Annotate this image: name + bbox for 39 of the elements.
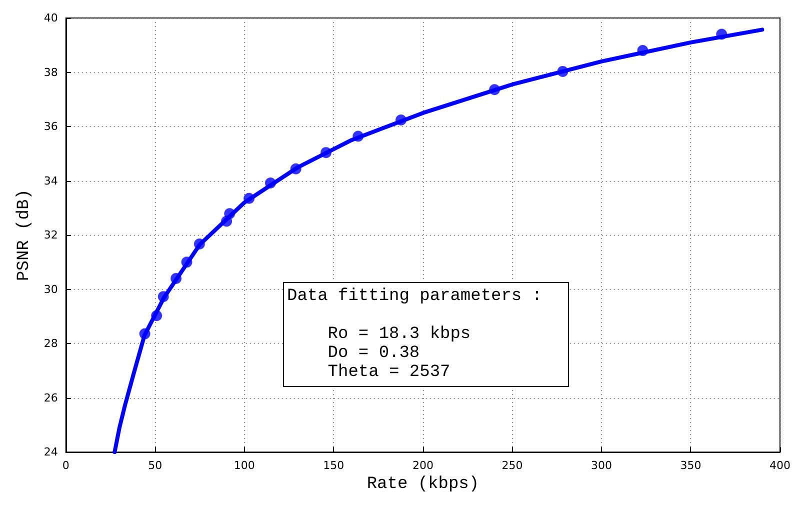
x-tick-label: 300 (590, 459, 612, 472)
x-tick-label: 50 (148, 459, 162, 472)
point (158, 291, 169, 302)
x-tick-label: 250 (502, 459, 523, 472)
x-tick-label: 150 (323, 459, 344, 472)
x-tick-label: 100 (234, 459, 255, 472)
y-axis-title: PSNR (dB) (15, 189, 34, 281)
point (716, 28, 728, 40)
point (637, 45, 648, 56)
point (352, 130, 364, 142)
point (320, 147, 332, 158)
y-tick-label: 26 (44, 391, 58, 404)
y-tick-label: 24 (44, 446, 58, 459)
point (139, 328, 150, 340)
point (194, 238, 205, 250)
point (224, 208, 236, 220)
point (181, 256, 192, 268)
point (151, 310, 162, 322)
point (290, 163, 302, 174)
point (170, 272, 182, 284)
y-tick-label: 34 (44, 174, 58, 188)
y-tick-label: 30 (44, 282, 58, 296)
point (489, 84, 500, 96)
y-tick-label: 28 (44, 337, 58, 350)
point (244, 192, 255, 204)
x-tick-label: 400 (770, 459, 790, 472)
point (265, 177, 276, 188)
point (396, 114, 406, 126)
y-tick-label: 38 (44, 66, 58, 79)
y-tick-label: 36 (44, 120, 58, 134)
point (557, 66, 568, 77)
x-tick-label: 200 (412, 459, 434, 472)
annotation: Data fitting parameters : Ro = 18.3 kbps Do = 0.38 Theta = 2537 (287, 287, 542, 382)
y-tick-label: 32 (44, 228, 58, 242)
y-tick-label: 40 (44, 12, 58, 24)
x-tick-label: 0 (62, 459, 70, 472)
x-axis-title: Rate (kbps) (366, 475, 480, 494)
line-series (112, 28, 764, 454)
x-tick-label: 350 (680, 459, 702, 472)
